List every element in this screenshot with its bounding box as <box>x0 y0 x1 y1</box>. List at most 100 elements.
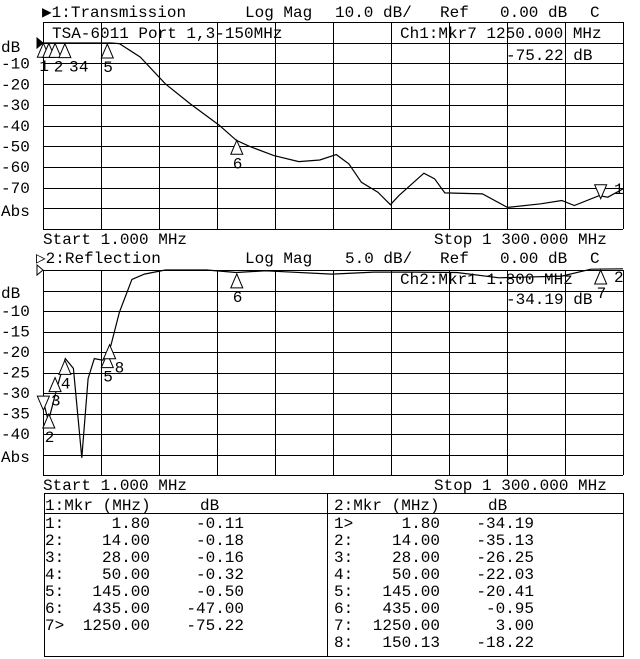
marker-id: 5: <box>45 583 64 601</box>
marker-frequency: 1.80 <box>112 515 150 533</box>
ch2-marker-table-row[interactable]: 2: 14.00 -35.13 <box>334 532 534 550</box>
marker-value-db: -26.25 <box>476 549 534 567</box>
ch1-start-freq[interactable]: Start 1.000 MHz <box>43 231 187 249</box>
marker-value-db: -0.95 <box>486 600 534 618</box>
ch1-marker-5[interactable]: 5 <box>100 42 115 77</box>
ch1-marker-7[interactable] <box>593 184 608 200</box>
marker-frequency: 150.13 <box>382 634 440 652</box>
marker-id: 5: <box>334 583 353 601</box>
ch2-stop-freq[interactable]: Stop 1 300.000 MHz <box>434 477 607 495</box>
y-tick-label: -50 <box>1 139 30 157</box>
ch2-marker-table-row[interactable]: 7: 1250.00 3.00 <box>334 617 534 635</box>
marker-triangle-icon[interactable] <box>100 352 115 369</box>
ch1-marker-table-row[interactable]: 3: 28.00 -0.16 <box>45 549 244 567</box>
ch1-table-header-freq: 1:Mkr (MHz) <box>45 497 151 515</box>
ch2-trace-label: 2 <box>614 269 624 287</box>
marker-id: 3: <box>334 549 353 567</box>
marker-id: 6: <box>45 600 64 618</box>
marker-triangle-icon[interactable] <box>230 272 244 289</box>
marker-id: 2: <box>45 532 64 550</box>
ch2-marker-table-row[interactable]: 6: 435.00 -0.95 <box>334 600 534 618</box>
ch1-trace <box>43 42 624 209</box>
ch1-stop-freq[interactable]: Stop 1 300.000 MHz <box>434 231 607 249</box>
marker-number-label: 7 <box>597 285 607 303</box>
marker-triangle-icon[interactable] <box>100 42 115 59</box>
ch1-marker-table-row[interactable]: 1: 1.80 -0.11 <box>45 515 244 533</box>
marker-id: 7> <box>45 617 64 635</box>
marker-table-frame <box>44 493 624 657</box>
ch2-scale: 5.0 dB/ <box>345 250 412 268</box>
marker-number-label: 3 <box>69 58 79 76</box>
marker-frequency: 1250.00 <box>373 617 440 635</box>
marker-triangle-icon[interactable] <box>230 139 244 155</box>
marker-value-db: -20.41 <box>476 583 534 601</box>
marker-id: 4: <box>334 566 353 584</box>
marker-value-db: -35.13 <box>476 532 534 550</box>
ch2-marker-table-row[interactable]: 3: 28.00 -26.25 <box>334 549 534 567</box>
y-tick-label: -20 <box>1 344 30 362</box>
marker-number-label: 5 <box>103 369 113 387</box>
ch1-annotation: TSA-6011 Port 1,3-150MHz <box>52 25 282 43</box>
ch2-y-unit: dB <box>1 285 20 303</box>
ch1-header: ▶1:Transmission Log Mag 10.0 dB/ Ref 0.0… <box>42 4 600 22</box>
ch2-marker-2[interactable]: 2 <box>42 412 56 447</box>
ch1-trace-label: 1 <box>614 181 624 199</box>
ch2-y-mode: Abs <box>1 449 30 467</box>
ch2-start-freq[interactable]: Start 1.000 MHz <box>43 477 187 495</box>
marker-number-label: 4 <box>61 375 71 393</box>
ch1-marker-6[interactable]: 6 <box>230 139 244 173</box>
marker-number-label: 2 <box>45 429 55 447</box>
ch2-marker-1[interactable] <box>36 395 51 412</box>
ch1-marker-table-row[interactable]: 5: 145.00 -0.50 <box>45 583 244 601</box>
active-marker-triangle-icon[interactable] <box>593 184 608 200</box>
ch1-ref-value: 0.00 dB <box>500 4 567 22</box>
ch2-table-header-db: dB <box>488 497 507 515</box>
ch1-marker-table-row[interactable]: 6: 435.00 -47.00 <box>45 600 244 618</box>
ch1-marker-table-row[interactable]: 7> 1250.00 -75.22 <box>45 617 244 635</box>
ch2-marker-3[interactable]: 3 <box>48 376 62 411</box>
marker-frequency: 28.00 <box>392 549 440 567</box>
y-tick-label: -10 <box>1 56 30 74</box>
y-tick-label: -60 <box>1 159 30 177</box>
marker-triangle-icon[interactable] <box>48 42 62 58</box>
graticule <box>43 270 624 476</box>
marker-triangle-icon[interactable] <box>593 268 608 285</box>
ch2-marker-7[interactable]: 7 <box>593 268 608 303</box>
ch1-marker-4[interactable]: 4 <box>58 42 89 77</box>
ch2-marker-6[interactable]: 6 <box>230 272 244 307</box>
ch2-title[interactable]: ▷2:Reflection <box>36 250 161 268</box>
marker-frequency: 14.00 <box>392 532 440 550</box>
ch1-marker-table-row[interactable]: 4: 50.00 -0.32 <box>45 566 244 584</box>
marker-number-label: 3 <box>51 393 61 411</box>
ch1-marker-3[interactable]: 3 <box>48 42 79 76</box>
ch2-marker-table-row[interactable]: 8: 150.13 -18.22 <box>334 634 534 652</box>
y-tick-label: -20 <box>1 76 30 94</box>
marker-triangle-icon[interactable] <box>102 343 117 360</box>
marker-triangle-icon[interactable] <box>42 412 56 429</box>
ch2-marker-table-row[interactable]: 1> 1.80 -34.19 <box>334 515 534 533</box>
marker-table-rows: 1: 1.80 -0.11 2: 14.00 -0.18 3: 28.00 -0.16 4: 50.… <box>45 515 534 652</box>
ch2-marker-4[interactable]: 4 <box>58 359 72 393</box>
ch2-reflection-chart: 2 34 5 6 7 8 <box>36 263 624 476</box>
ch2-table-header-freq: 2:Mkr (MHz) <box>334 497 440 515</box>
marker-triangle-icon[interactable] <box>58 359 72 375</box>
marker-id: 4: <box>45 566 64 584</box>
marker-value-db: -0.50 <box>196 583 244 601</box>
ch1-title[interactable]: ▶1:Transmission <box>42 4 186 22</box>
ch1-marker-value: -75.22 dB <box>506 47 592 65</box>
ch1-marker-table-row[interactable]: 2: 14.00 -0.18 <box>45 532 244 550</box>
marker-triangle-icon[interactable] <box>58 42 72 59</box>
marker-value-db: -75.22 <box>186 617 244 635</box>
marker-frequency: 435.00 <box>92 600 150 618</box>
ch2-marker-8[interactable]: 8 <box>102 343 125 378</box>
ch2-annotations: Ch2:Mkr1 1.800 MHz -34.19 dB dB Abs 2 St… <box>1 269 624 495</box>
y-tick-label: -70 <box>1 180 30 198</box>
ch2-marker-table-row[interactable]: 5: 145.00 -20.41 <box>334 583 534 601</box>
active-marker-triangle-icon[interactable] <box>36 395 51 412</box>
ch2-marker-table-row[interactable]: 4: 50.00 -22.03 <box>334 566 534 584</box>
ch2-marker-5[interactable]: 5 <box>100 352 115 387</box>
marker-triangle-icon[interactable] <box>48 376 62 393</box>
marker-frequency: 1.80 <box>402 515 440 533</box>
ch1-y-mode: Abs <box>1 203 30 221</box>
